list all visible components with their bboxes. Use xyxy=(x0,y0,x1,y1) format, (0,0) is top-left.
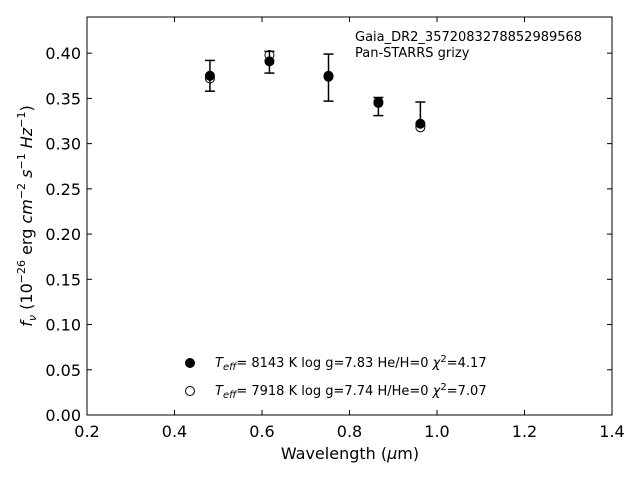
y-axis-ticks: 0.00 0.05 0.10 0.15 0.20 0.25 0.30 0.35 0.40 xyxy=(45,44,612,425)
x-tick-label: 0.8 xyxy=(337,422,362,441)
y-tick-label: 0.40 xyxy=(45,44,81,63)
legend-marker-filled xyxy=(185,358,195,368)
x-tick-label: 0.4 xyxy=(162,422,187,441)
y-tick-label: 0.20 xyxy=(45,225,81,244)
x-tick-label: 0.6 xyxy=(249,422,274,441)
x-axis-label-post: m) xyxy=(397,444,419,463)
x-axis-ticks: 0.2 0.4 0.6 0.8 1.0 1.2 1.4 xyxy=(74,17,625,441)
legend-entry-2: Teff= 7918 K log g=7.74 H/He=0 χ2=7.07 xyxy=(215,382,487,401)
y-tick-label: 0.15 xyxy=(45,270,81,289)
legend-marker-open xyxy=(185,386,195,396)
x-axis-label: Wavelength (μm) xyxy=(281,444,419,463)
legend: Teff= 8143 K log g=7.83 He/H=0 χ2=4.17 T… xyxy=(185,354,487,401)
y-tick-label: 0.00 xyxy=(45,406,81,425)
annotation-source-id: Gaia_DR2_3572083278852989568 xyxy=(355,30,582,45)
y-tick-label: 0.05 xyxy=(45,361,81,380)
legend-entry-1: Teff= 8143 K log g=7.83 He/H=0 χ2=4.17 xyxy=(215,354,487,373)
y-axis-label: fν (10−26 erg cm−2 s−1 Hz−1) xyxy=(15,105,39,326)
x-axis-label-mu: μ xyxy=(386,444,397,463)
annotation-survey: Pan-STARRS grizy xyxy=(355,46,470,61)
x-tick-label: 1.0 xyxy=(424,422,449,441)
y-tick-label: 0.10 xyxy=(45,316,81,335)
y-tick-label: 0.30 xyxy=(45,135,81,154)
y-tick-label: 0.25 xyxy=(45,180,81,199)
x-axis-label-pre: Wavelength ( xyxy=(281,444,387,463)
x-tick-label: 1.4 xyxy=(599,422,624,441)
y-tick-label: 0.35 xyxy=(45,89,81,108)
plot-area xyxy=(204,49,426,133)
x-tick-label: 0.2 xyxy=(74,422,99,441)
x-tick-label: 1.2 xyxy=(512,422,537,441)
